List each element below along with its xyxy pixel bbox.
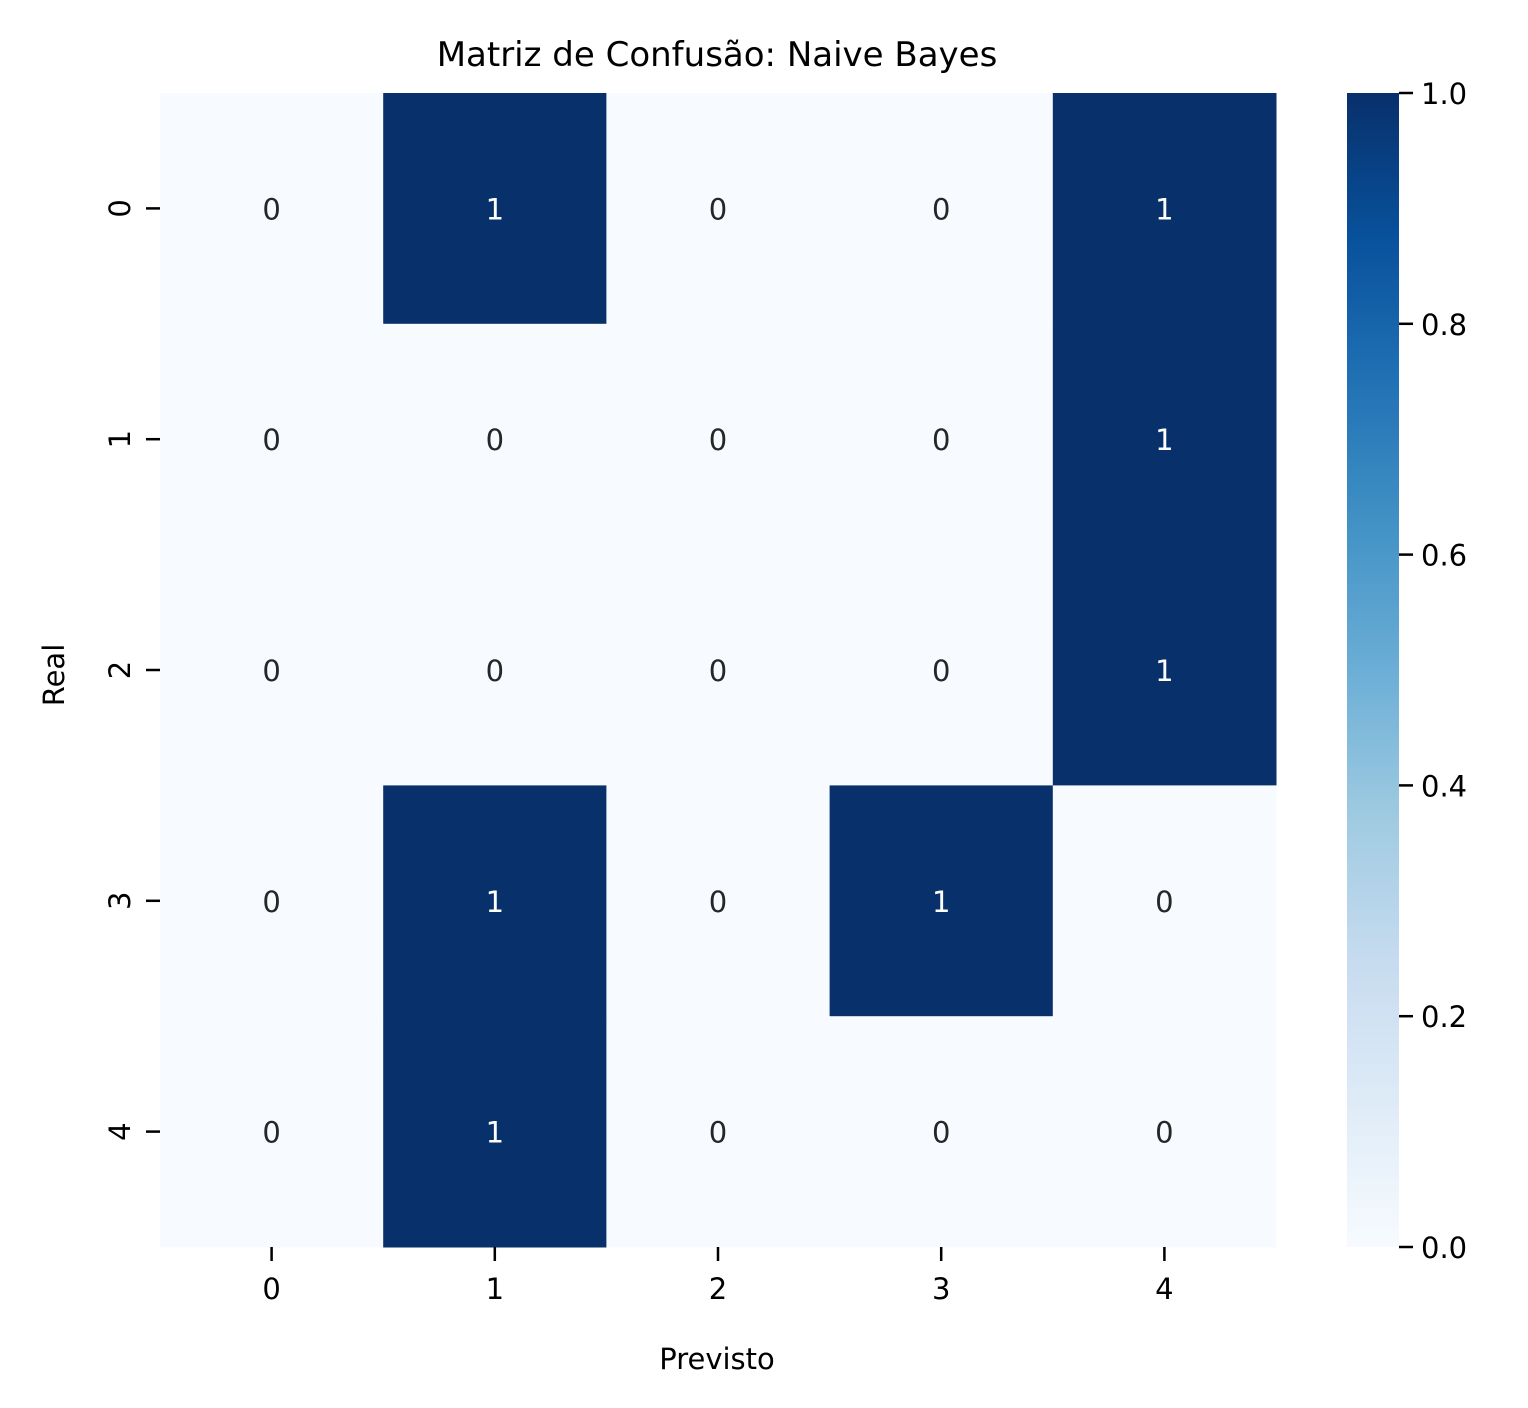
- cell-annotation-r3-c2: 0: [709, 885, 727, 919]
- y-axis: 0 1 2 3 4: [103, 199, 160, 1141]
- x-tick-label-4: 4: [1155, 1272, 1173, 1306]
- heatmap-cell-r1-c1: [383, 323, 607, 556]
- chart-title: Matriz de Confusão: Naive Bayes: [437, 35, 998, 75]
- cell-annotation-r2-c1: 0: [486, 654, 504, 688]
- cell-annotation-r1-c0: 0: [262, 423, 280, 457]
- heatmap-cell-r0-c4: [1052, 93, 1277, 325]
- x-tick-label-2: 2: [709, 1272, 727, 1306]
- heatmap-cell-r0-c0: [160, 93, 384, 325]
- heatmap-cell-r4-c3: [829, 1016, 1054, 1248]
- colorbar-tick-label-2: 0.4: [1421, 769, 1467, 803]
- heatmap-cell-r3-c0: [160, 785, 384, 1017]
- y-tick-label-1: 1: [103, 430, 137, 448]
- cell-annotation-r4-c0: 0: [262, 1116, 280, 1150]
- heatmap-cell-r4-c0: [160, 1016, 384, 1248]
- heatmap-cell-r2-c4: [1052, 554, 1277, 786]
- heatmap-cell-r2-c1: [383, 554, 607, 786]
- heatmap-cell-r2-c0: [160, 554, 384, 786]
- cell-annotation-r0-c2: 0: [709, 192, 727, 226]
- heatmap-cell-r0-c3: [829, 93, 1054, 325]
- heatmap-cell-r1-c3: [829, 323, 1054, 556]
- heatmap-annotations: 0 1 0 0 1 0 0 0 0 1 0 0 0 0 1 0 1 0 1 0 0 1 0 0 0: [262, 192, 1173, 1149]
- y-tick-label-4: 4: [103, 1122, 137, 1140]
- cell-annotation-r3-c0: 0: [262, 885, 280, 919]
- heatmap-cell-r4-c4: [1052, 1016, 1277, 1248]
- cell-annotation-r3-c3: 1: [932, 885, 950, 919]
- heatmap-cell-r3-c1: [383, 785, 607, 1017]
- y-tick-label-3: 3: [103, 892, 137, 910]
- cell-annotation-r1-c1: 0: [486, 423, 504, 457]
- x-axis-label: Previsto: [659, 1342, 775, 1376]
- heatmap-cell-r1-c2: [606, 323, 831, 556]
- heatmap-cell-r0-c1: [383, 93, 607, 325]
- y-axis-label: Real: [37, 644, 71, 707]
- heatmap-cell-r0-c2: [606, 93, 831, 325]
- cell-annotation-r4-c3: 0: [932, 1116, 950, 1150]
- x-tick-label-1: 1: [486, 1272, 504, 1306]
- heatmap-cell-r3-c3: [829, 785, 1054, 1017]
- heatmap-cell-r1-c0: [160, 323, 384, 556]
- heatmap-cell-r3-c2: [606, 785, 831, 1017]
- cell-annotation-r1-c4: 1: [1155, 423, 1173, 457]
- heatmap-cells: [160, 93, 1277, 1248]
- cell-annotation-r0-c0: 0: [262, 192, 280, 226]
- cell-annotation-r0-c3: 0: [932, 192, 950, 226]
- heatmap-cell-r3-c4: [1052, 785, 1277, 1017]
- x-axis: 0 1 2 3 4: [262, 1247, 1174, 1306]
- heatmap-cell-r2-c2: [606, 554, 831, 786]
- x-tick-label-0: 0: [262, 1272, 280, 1306]
- cell-annotation-r3-c4: 0: [1155, 885, 1173, 919]
- x-tick-label-3: 3: [932, 1272, 950, 1306]
- heatmap-cell-r4-c1: [383, 1016, 607, 1248]
- colorbar-tick-label-5: 1.0: [1421, 77, 1467, 111]
- cell-annotation-r3-c1: 1: [486, 885, 504, 919]
- y-tick-label-2: 2: [103, 661, 137, 679]
- cell-annotation-r4-c2: 0: [709, 1116, 727, 1150]
- colorbar-tick-label-4: 0.8: [1421, 308, 1467, 342]
- colorbar: [1347, 93, 1399, 1247]
- heatmap-cell-r2-c3: [829, 554, 1054, 786]
- colorbar-ticks: 0.0 0.2 0.4 0.6 0.8 1.0: [1399, 77, 1467, 1265]
- cell-annotation-r2-c0: 0: [262, 654, 280, 688]
- cell-annotation-r0-c1: 1: [486, 192, 504, 226]
- cell-annotation-r0-c4: 1: [1155, 192, 1173, 226]
- cell-annotation-r1-c2: 0: [709, 423, 727, 457]
- colorbar-tick-label-3: 0.6: [1421, 539, 1467, 573]
- cell-annotation-r1-c3: 0: [932, 423, 950, 457]
- cell-annotation-r4-c4: 0: [1155, 1116, 1173, 1150]
- colorbar-tick-label-1: 0.2: [1421, 1000, 1467, 1034]
- colorbar-tick-label-0: 0.0: [1421, 1231, 1467, 1265]
- cell-annotation-r4-c1: 1: [486, 1116, 504, 1150]
- cell-annotation-r2-c3: 0: [932, 654, 950, 688]
- heatmap-cell-r1-c4: [1052, 323, 1277, 556]
- y-tick-label-0: 0: [103, 199, 137, 217]
- heatmap-cell-r4-c2: [606, 1016, 831, 1248]
- cell-annotation-r2-c2: 0: [709, 654, 727, 688]
- cell-annotation-r2-c4: 1: [1155, 654, 1173, 688]
